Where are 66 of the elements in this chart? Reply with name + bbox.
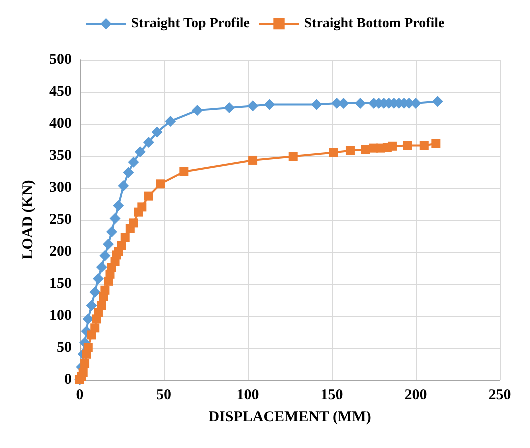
point xyxy=(84,344,93,352)
point xyxy=(80,360,90,368)
point xyxy=(156,180,166,189)
legend-label: Straight Bottom Profile xyxy=(304,16,445,32)
point xyxy=(264,99,276,110)
point xyxy=(103,238,114,250)
y-tick-label: 500 xyxy=(50,52,72,68)
point xyxy=(120,233,130,242)
point xyxy=(346,146,355,156)
point xyxy=(180,168,189,176)
y-axis-title: LOAD (KN) xyxy=(20,180,36,260)
y-tick-label: 50 xyxy=(57,340,72,356)
point xyxy=(118,180,130,192)
legend-label: Straight Top Profile xyxy=(131,16,250,32)
point xyxy=(288,152,298,162)
point xyxy=(192,105,204,116)
point xyxy=(432,96,444,108)
point xyxy=(78,368,88,378)
y-tick-label: 0 xyxy=(64,372,72,388)
x-tick-label: 0 xyxy=(76,388,84,404)
point xyxy=(90,324,100,333)
point xyxy=(143,137,154,148)
point xyxy=(100,250,111,262)
point xyxy=(388,142,397,151)
point xyxy=(90,286,101,298)
y-tick-label: 200 xyxy=(50,244,72,260)
y-tick-label: 300 xyxy=(50,180,72,196)
x-tick-label: 150 xyxy=(320,388,344,404)
point xyxy=(134,146,146,158)
point xyxy=(129,218,138,228)
point xyxy=(144,192,154,201)
point xyxy=(432,139,441,148)
y-tick-label: 150 xyxy=(50,276,72,292)
x-tick-label: 250 xyxy=(488,388,512,404)
x-tick-label: 200 xyxy=(404,388,428,404)
point xyxy=(138,202,147,212)
point xyxy=(113,200,124,212)
point xyxy=(86,300,98,312)
point xyxy=(361,145,370,154)
point xyxy=(224,102,236,114)
x-axis-title: DISPLACEMENT (MM) xyxy=(208,410,372,426)
x-tick-label: 50 xyxy=(156,388,172,404)
point xyxy=(165,116,176,127)
point xyxy=(152,126,163,138)
point xyxy=(403,141,412,150)
y-tick-label: 400 xyxy=(50,116,72,132)
point xyxy=(123,167,134,178)
y-tick-label: 450 xyxy=(50,84,72,100)
point xyxy=(420,141,429,150)
point xyxy=(110,213,121,224)
point xyxy=(96,262,108,273)
point xyxy=(97,301,106,310)
y-tick-label: 250 xyxy=(50,212,72,228)
x-tick-label: 100 xyxy=(236,388,260,404)
point xyxy=(100,286,110,295)
point xyxy=(311,99,322,110)
y-tick-label: 350 xyxy=(50,148,72,164)
point xyxy=(128,156,140,168)
point xyxy=(329,148,338,158)
point xyxy=(248,156,258,165)
point xyxy=(355,98,366,110)
point xyxy=(248,100,259,112)
y-tick-label: 100 xyxy=(50,308,72,324)
point xyxy=(106,226,118,238)
point xyxy=(92,273,104,284)
point xyxy=(82,314,94,325)
